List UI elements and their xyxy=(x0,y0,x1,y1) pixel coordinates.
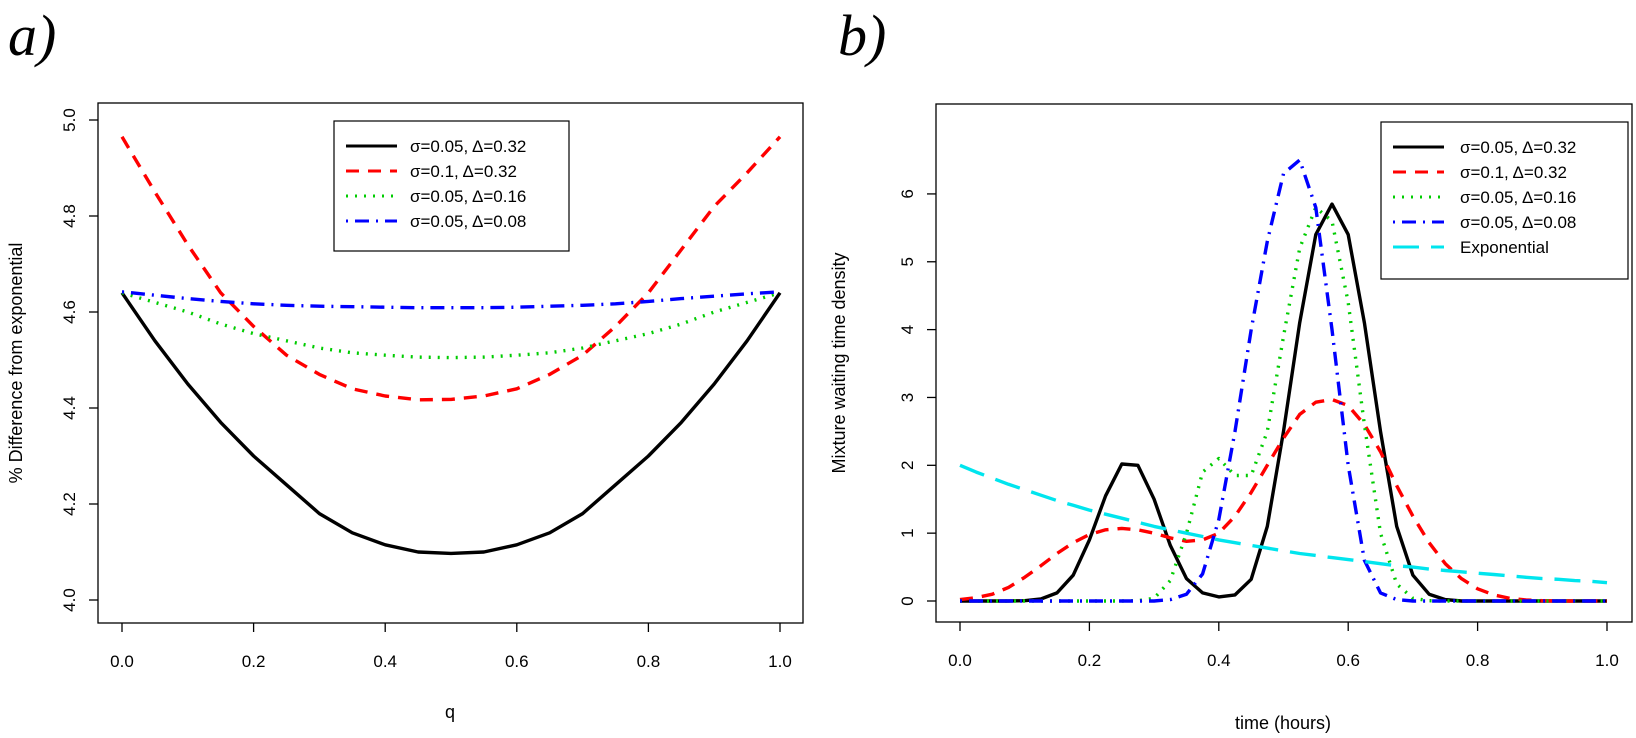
y-tick-label: 4.0 xyxy=(60,588,79,612)
x-tick-label: 0.4 xyxy=(373,652,397,671)
x-tick-label: 0.6 xyxy=(1336,651,1360,670)
x-tick-label: 0.4 xyxy=(1207,651,1231,670)
y-tick-label: 1 xyxy=(898,528,917,537)
panel-b-y-axis: 0 1 2 3 4 5 6 xyxy=(898,189,936,606)
y-tick-label: 4.8 xyxy=(60,204,79,228)
panel-a-legend-box xyxy=(333,120,570,252)
panel-b-plot-frame xyxy=(935,103,1633,623)
legend-label: σ=0.1, Δ=0.32 xyxy=(1460,163,1567,182)
series-line-2 xyxy=(959,397,1607,603)
panel-a: a) 4.0 4.2 4.4 4.6 4.8 5.0 0.0 0.2 0.4 0.6 0.8 1.0… xyxy=(6,3,804,722)
legend-label: σ=0.05, Δ=0.08 xyxy=(1460,213,1576,232)
y-tick-label: 4 xyxy=(898,325,917,334)
panel-b-legend: σ=0.05, Δ=0.32 σ=0.1, Δ=0.32 σ=0.05, Δ=0.1… xyxy=(1380,121,1629,280)
series-line-2 xyxy=(120,135,782,402)
y-tick-label: 5 xyxy=(898,257,917,266)
panel-a-x-axis-title: q xyxy=(445,702,455,722)
panel-b-x-axis-title: time (hours) xyxy=(1235,713,1331,733)
panel-b-label: b) xyxy=(838,3,886,68)
x-tick-label: 0.2 xyxy=(1078,651,1102,670)
y-tick-label: 2 xyxy=(898,461,917,470)
series-line-4 xyxy=(121,290,781,310)
legend-label: σ=0.05, Δ=0.32 xyxy=(410,137,526,156)
panel-a-legend: σ=0.05, Δ=0.32 σ=0.1, Δ=0.32 σ=0.05, Δ=0.1… xyxy=(333,120,570,252)
panel-a-series xyxy=(120,135,782,556)
y-tick-label: 4.6 xyxy=(60,300,79,324)
y-tick-label: 3 xyxy=(898,393,917,402)
y-tick-label: 4.2 xyxy=(60,492,79,516)
panel-b-series xyxy=(959,158,1608,603)
legend-label: σ=0.05, Δ=0.16 xyxy=(410,187,526,206)
panel-b: b) 0 1 2 3 4 5 6 0.0 0.2 0.4 0.6 0.8 1.0 time (hour… xyxy=(829,3,1633,733)
series-line-5 xyxy=(959,463,1608,585)
x-tick-label: 0.0 xyxy=(948,651,972,670)
legend-label: σ=0.05, Δ=0.16 xyxy=(1460,188,1576,207)
x-tick-label: 0.8 xyxy=(637,652,661,671)
y-tick-label: 6 xyxy=(898,189,917,198)
panel-a-plot-frame xyxy=(97,102,804,624)
series-line-3 xyxy=(121,291,781,360)
panel-b-y-axis-title: Mixture waiting time density xyxy=(829,252,849,473)
y-tick-label: 5.0 xyxy=(60,108,79,132)
x-tick-label: 0.8 xyxy=(1466,651,1490,670)
x-tick-label: 0.6 xyxy=(505,652,529,671)
x-tick-label: 0.2 xyxy=(242,652,266,671)
y-tick-label: 4.4 xyxy=(60,396,79,420)
legend-label: σ=0.1, Δ=0.32 xyxy=(410,162,517,181)
legend-label: σ=0.05, Δ=0.32 xyxy=(1460,138,1576,157)
legend-label: Exponential xyxy=(1460,238,1549,257)
panel-a-x-axis: 0.0 0.2 0.4 0.6 0.8 1.0 xyxy=(110,623,792,671)
series-line-4 xyxy=(960,158,1607,603)
y-tick-label: 0 xyxy=(898,596,917,605)
legend-label: σ=0.05, Δ=0.08 xyxy=(410,212,526,231)
panel-a-y-axis: 4.0 4.2 4.4 4.6 4.8 5.0 xyxy=(60,108,98,612)
series-line-1 xyxy=(120,291,782,556)
x-tick-label: 1.0 xyxy=(768,652,792,671)
x-tick-label: 1.0 xyxy=(1595,651,1619,670)
x-tick-label: 0.0 xyxy=(110,652,134,671)
panel-a-label: a) xyxy=(8,3,56,68)
panel-b-x-axis: 0.0 0.2 0.4 0.6 0.8 1.0 xyxy=(948,622,1619,670)
panel-a-y-axis-title: % Difference from exponential xyxy=(6,243,26,484)
